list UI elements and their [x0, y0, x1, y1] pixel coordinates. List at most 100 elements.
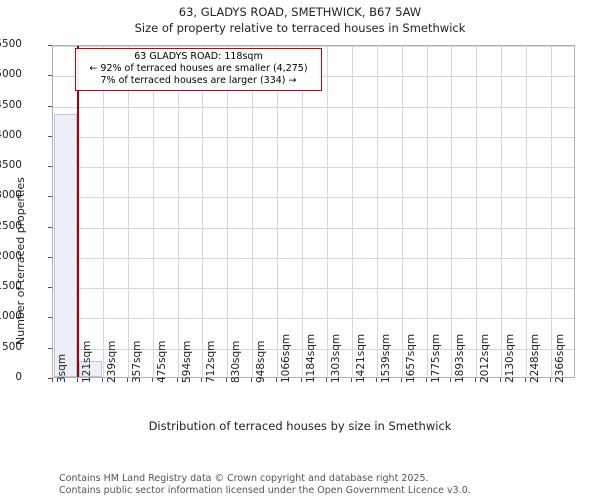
x-tick-mark	[375, 378, 377, 382]
x-tick-mark	[76, 378, 78, 382]
gridline-vertical	[252, 46, 254, 377]
annotation-box: 63 GLADYS ROAD: 118sqm ← 92% of terraced…	[75, 48, 322, 91]
gridline-vertical	[476, 46, 478, 377]
x-tick-label: 475sqm	[155, 340, 168, 383]
gridline-vertical	[551, 46, 553, 377]
x-tick-mark	[276, 378, 278, 382]
x-tick-mark	[176, 378, 178, 382]
x-tick-mark	[450, 378, 452, 382]
chart-subtitle: Size of property relative to terraced ho…	[134, 21, 466, 35]
gridline-horizontal	[53, 167, 574, 169]
x-tick-mark	[226, 378, 228, 382]
y-tick-label: 2500	[0, 219, 22, 232]
x-tick-label: 3sqm	[56, 353, 68, 383]
y-tick-label: 5500	[0, 38, 22, 50]
gridline-vertical	[177, 46, 179, 377]
y-tick-label: 1000	[0, 310, 22, 323]
gridline-horizontal	[53, 348, 574, 350]
y-tick-label: 4500	[0, 98, 22, 111]
gridline-horizontal	[53, 227, 574, 229]
x-tick-mark	[475, 378, 477, 382]
x-tick-label: 1775sqm	[429, 333, 442, 383]
y-tick-label: 3000	[0, 189, 22, 202]
y-tick-mark	[48, 135, 52, 137]
x-tick-label: 1657sqm	[404, 333, 417, 383]
gridline-vertical	[501, 46, 503, 377]
y-tick-mark	[48, 317, 52, 319]
x-tick-label: 2130sqm	[504, 333, 517, 383]
chart-title: 63, GLADYS ROAD, SMETHWICK, B67 5AW	[178, 5, 422, 19]
gridline-vertical	[302, 46, 304, 377]
x-tick-label: 594sqm	[180, 340, 193, 383]
y-tick-mark	[48, 196, 52, 198]
gridline-vertical	[326, 46, 328, 377]
x-tick-label: 1893sqm	[454, 333, 467, 383]
y-tick-mark	[48, 256, 52, 258]
footer-attribution-2: Contains public sector information licen…	[59, 485, 471, 496]
y-tick-label: 3500	[0, 159, 22, 172]
y-tick-mark	[48, 226, 52, 228]
x-tick-mark	[400, 378, 402, 382]
y-tick-mark	[48, 105, 52, 107]
y-tick-label: 500	[1, 340, 22, 353]
x-tick-mark	[325, 378, 327, 382]
annotation-line-1: 63 GLADYS ROAD: 118sqm	[134, 51, 263, 62]
x-tick-label: 2366sqm	[554, 333, 567, 383]
gridline-vertical	[426, 46, 428, 377]
x-axis-label: Distribution of terraced houses by size …	[148, 419, 452, 433]
y-tick-mark	[48, 166, 52, 168]
bar	[78, 360, 102, 377]
property-marker-line	[77, 46, 80, 377]
y-tick-label: 1500	[0, 280, 22, 293]
gridline-horizontal	[53, 46, 574, 47]
gridline-vertical	[277, 46, 279, 377]
plot-area	[52, 45, 575, 378]
gridline-vertical	[127, 46, 129, 377]
y-tick-label: 4000	[0, 128, 22, 141]
gridline-vertical	[526, 46, 528, 377]
gridline-horizontal	[53, 197, 574, 199]
y-tick-mark	[48, 287, 52, 289]
gridline-vertical	[351, 46, 353, 377]
x-tick-label: 1184sqm	[305, 333, 318, 383]
gridline-vertical	[401, 46, 403, 377]
x-tick-label: 948sqm	[255, 340, 268, 383]
y-tick-label: 0	[15, 371, 22, 383]
x-tick-mark	[500, 378, 502, 382]
x-tick-label: 2248sqm	[529, 333, 542, 383]
gridline-horizontal	[53, 318, 574, 320]
x-tick-mark	[52, 378, 53, 382]
x-tick-mark	[101, 378, 103, 382]
x-tick-mark	[350, 378, 352, 382]
x-tick-mark	[550, 378, 552, 382]
x-tick-mark	[301, 378, 303, 382]
y-tick-mark	[48, 75, 52, 77]
x-tick-mark	[201, 378, 203, 382]
gridline-horizontal	[53, 106, 574, 108]
x-tick-mark	[425, 378, 427, 382]
x-tick-mark	[126, 378, 128, 382]
x-tick-label: 1066sqm	[280, 333, 293, 383]
footer-attribution-1: Contains HM Land Registry data © Crown c…	[59, 473, 429, 484]
x-tick-mark	[151, 378, 153, 382]
annotation-line-2: ← 92% of terraced houses are smaller (4,…	[89, 62, 308, 74]
x-tick-label: 121sqm	[80, 340, 93, 383]
x-tick-mark	[525, 378, 527, 382]
gridline-horizontal	[53, 288, 574, 290]
gridline-horizontal	[53, 136, 574, 138]
x-tick-label: 1539sqm	[379, 333, 392, 383]
gridline-vertical	[451, 46, 453, 377]
x-tick-label: 830sqm	[230, 340, 243, 383]
gridline-horizontal	[53, 257, 574, 259]
gridline-vertical	[152, 46, 154, 377]
y-tick-mark	[48, 378, 52, 379]
gridline-vertical	[102, 46, 104, 377]
y-tick-label: 2000	[0, 249, 22, 262]
gridline-vertical	[376, 46, 378, 377]
y-tick-mark	[48, 45, 52, 46]
x-tick-label: 1303sqm	[329, 333, 342, 383]
bar	[54, 113, 77, 377]
gridline-vertical	[227, 46, 229, 377]
